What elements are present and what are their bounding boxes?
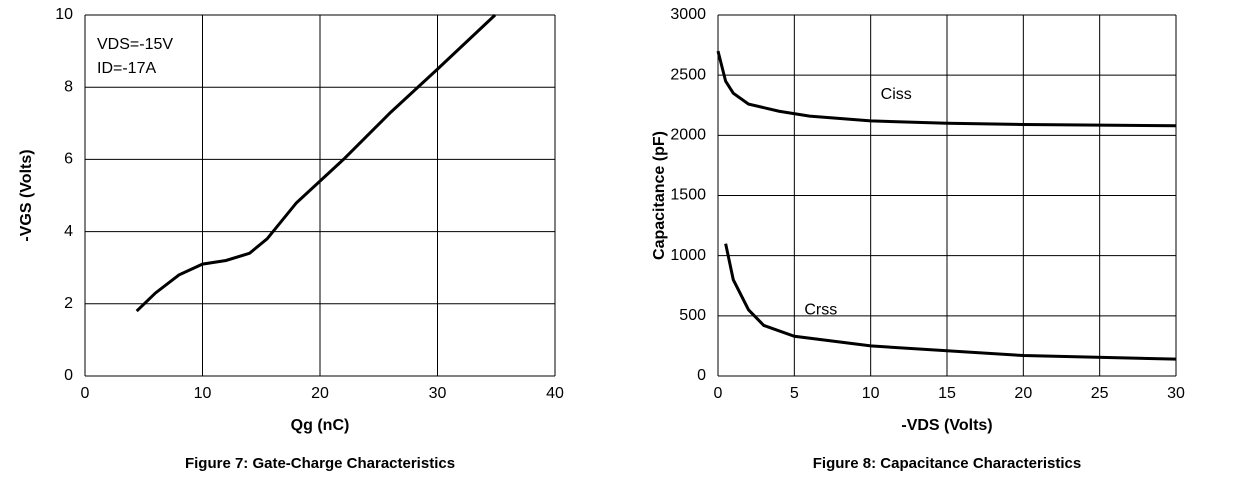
x-tick-label: 30: [1167, 385, 1185, 402]
y-tick-label: 0: [697, 367, 706, 384]
y-axis-label: -VGS (Volts): [18, 149, 35, 241]
y-axis-label: Capacitance (pF): [651, 131, 668, 260]
y-tick-label: 0: [64, 367, 73, 384]
y-tick-label: 4: [64, 223, 73, 240]
y-tick-label: 3000: [670, 6, 706, 23]
x-tick-label: 10: [862, 385, 880, 402]
y-tick-label: 2000: [670, 127, 706, 144]
y-tick-label: 8: [64, 78, 73, 95]
y-tick-label: 1000: [670, 247, 706, 264]
x-tick-label: 15: [938, 385, 956, 402]
x-tick-label: 0: [81, 385, 90, 402]
x-axis-label: Qg (nC): [291, 417, 350, 434]
y-tick-label: 1500: [670, 187, 706, 204]
series-label: Ciss: [881, 86, 912, 103]
y-tick-label: 2: [64, 295, 73, 312]
x-tick-label: 0: [714, 385, 723, 402]
chart-title: Figure 8: Capacitance Characteristics: [813, 455, 1081, 472]
x-tick-label: 20: [311, 385, 329, 402]
series-line: [135, 13, 497, 313]
series-line: [724, 243, 1177, 361]
y-tick-label: 6: [64, 151, 73, 168]
x-tick-label: 20: [1014, 385, 1032, 402]
x-tick-label: 25: [1091, 385, 1109, 402]
series-line: [716, 50, 1177, 128]
y-tick-label: 2500: [670, 66, 706, 83]
y-tick-label: 500: [679, 307, 706, 324]
x-axis-label: -VDS (Volts): [901, 417, 992, 434]
annotation: ID=-17A: [97, 60, 156, 77]
x-tick-label: 30: [429, 385, 447, 402]
x-tick-label: 5: [790, 385, 799, 402]
series-label: Crss: [804, 302, 837, 319]
annotation: VDS=-15V: [97, 36, 173, 53]
y-tick-label: 10: [55, 6, 73, 23]
x-tick-label: 40: [546, 385, 564, 402]
chart-title: Figure 7: Gate-Charge Characteristics: [185, 455, 455, 472]
x-tick-label: 10: [194, 385, 212, 402]
